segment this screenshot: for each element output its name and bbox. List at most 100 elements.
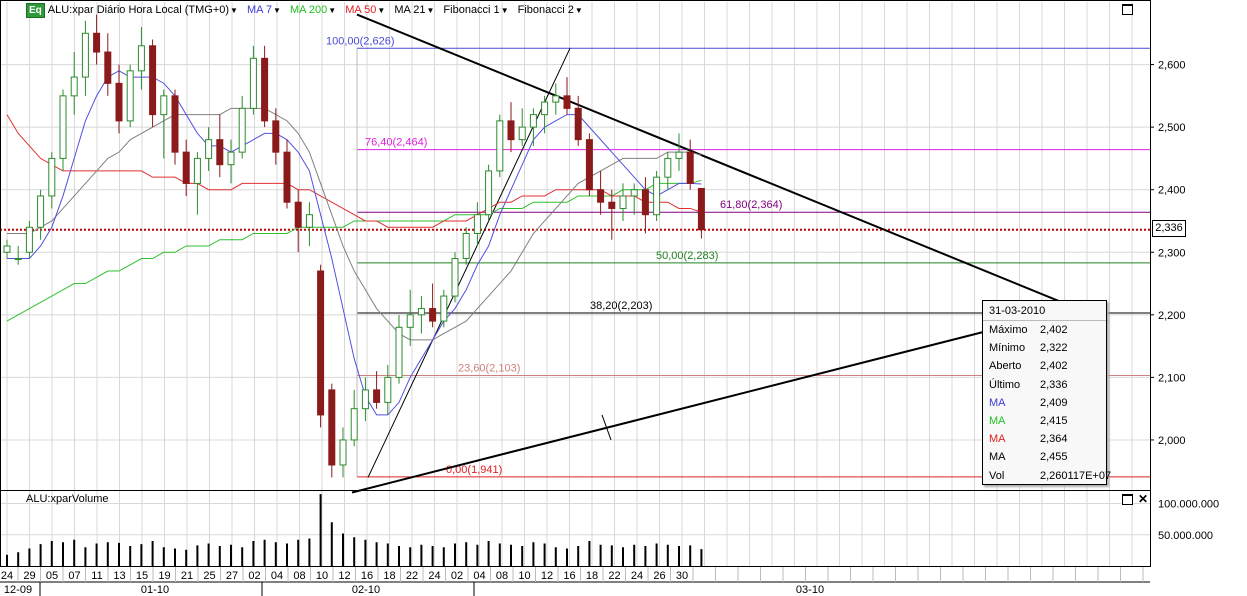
x-tick-label: 04 [271, 570, 283, 582]
maximize-volume-panel-icon[interactable] [1122, 494, 1133, 505]
candle-body [283, 151, 291, 203]
candle-body [429, 308, 437, 322]
volume-panel-title: ALU:xparVolume [26, 493, 109, 505]
x-tick-label: 27 [226, 570, 238, 582]
month-label: 03-10 [796, 584, 824, 596]
maximize-price-panel-icon[interactable] [1122, 4, 1133, 15]
x-tick-label: 25 [203, 570, 215, 582]
x-tick-label: 10 [316, 570, 328, 582]
chart-title: ALU:xpar Diário Hora Local (TMG+0) [47, 4, 230, 16]
info-value: 2,455 [1040, 451, 1068, 464]
candle-body [305, 214, 313, 228]
candle-body [384, 376, 392, 403]
chart-toolbar: Eq ALU:xpar Diário Hora Local (TMG+0)▼ M… [0, 0, 592, 20]
eq-badge[interactable]: Eq [26, 2, 45, 18]
fib-level-label: 38,20(2,203) [590, 300, 652, 312]
info-value: 2,364 [1040, 433, 1068, 446]
info-row: Vol 2,260117E+07 [989, 468, 1111, 484]
y-tick-label: 2,300 [1158, 247, 1186, 259]
dropdown-caret-icon: ▼ [230, 6, 238, 15]
small-marker-line [601, 414, 612, 441]
candle-body [81, 32, 89, 78]
candle-body [686, 151, 694, 184]
indicator-5[interactable]: Fibonacci 2▼ [518, 4, 583, 16]
candle-body [115, 82, 123, 122]
candle-body [238, 107, 246, 153]
dropdown-caret-icon: ▼ [273, 6, 281, 15]
candle-body [339, 439, 347, 466]
x-tick-label: 24 [1, 570, 13, 582]
candle-body [193, 157, 201, 184]
candle-body [440, 295, 448, 322]
fib-level-label: 61,80(2,364) [720, 199, 782, 211]
candle-body [608, 201, 616, 209]
candle-body [182, 151, 190, 184]
candle-body [227, 151, 235, 166]
indicator-label: MA 21 [394, 4, 426, 16]
x-tick-label: 02 [451, 570, 463, 582]
candle-body [406, 314, 414, 328]
y-tick-label: 2,600 [1158, 60, 1186, 72]
candle-body [261, 57, 269, 122]
candle-body [328, 389, 336, 466]
indicator-1[interactable]: MA 200▼ [290, 4, 336, 16]
indicator-list: MA 7▼ MA 200▼ MA 50▼ MA 21▼ Fibonacci 1▼ Fibo… [247, 4, 592, 16]
ma50-line [6, 114, 702, 228]
indicator-label: MA 50 [345, 4, 377, 16]
candle-body [597, 189, 605, 203]
candle-body [205, 139, 213, 159]
month-label: 12-09 [4, 584, 32, 596]
uptrend-line [351, 301, 1101, 494]
dropdown-caret-icon: ▼ [328, 6, 337, 15]
volume-tick-label: 100.000.000 [1158, 499, 1219, 511]
info-value: 2,402 [1040, 360, 1068, 373]
fib-level-label: 23,60(2,103) [458, 363, 520, 375]
candle-body [14, 258, 22, 261]
info-value: 2,409 [1040, 396, 1068, 409]
candle-body [574, 107, 582, 141]
x-tick-label: 02 [248, 570, 260, 582]
indicator-0[interactable]: MA 7▼ [247, 4, 281, 16]
x-tick-label: 07 [68, 570, 80, 582]
indicator-label: Fibonacci 1 [443, 4, 500, 16]
candle-body [216, 139, 224, 166]
candle-body [104, 51, 112, 84]
info-label: MA [989, 451, 1006, 464]
x-tick-label: 26 [653, 570, 665, 582]
x-tick-label: 15 [136, 570, 148, 582]
info-value: 2,336 [1040, 378, 1068, 391]
indicator-2[interactable]: MA 50▼ [345, 4, 385, 16]
fib-level-label: 100,00(2,626) [326, 35, 395, 47]
info-row: MA 2,455 [989, 449, 1104, 465]
info-row: Mínimo 2,322 [989, 340, 1104, 356]
indicator-3[interactable]: MA 21▼ [394, 4, 434, 16]
info-row: Máximo 2,402 [989, 322, 1104, 338]
ma21-line [7, 107, 702, 341]
candle-body [93, 32, 101, 53]
candle-body [48, 157, 56, 197]
info-label: MA [989, 433, 1006, 446]
fib-level-label: 0,00(1,941) [446, 464, 502, 476]
candle-body [25, 226, 33, 253]
x-tick-label: 21 [181, 570, 193, 582]
chart-title-dropdown[interactable]: ALU:xpar Diário Hora Local (TMG+0)▼ [48, 4, 238, 16]
y-tick-label: 2,400 [1158, 185, 1186, 197]
indicator-label: Fibonacci 2 [517, 4, 574, 16]
x-tick-label: 16 [361, 570, 373, 582]
volume-tick-label: 50.000.000 [1158, 530, 1213, 542]
indicator-4[interactable]: Fibonacci 1▼ [443, 4, 508, 16]
candle-body [451, 258, 459, 297]
candle-body [585, 139, 593, 191]
info-label: Mínimo [989, 342, 1026, 355]
month-label: 01-10 [141, 584, 169, 596]
candle-body [619, 195, 627, 209]
info-row: Último 2,336 [989, 377, 1104, 393]
x-tick-label: 05 [46, 570, 58, 582]
candle-body [507, 120, 515, 141]
x-tick-label: 13 [113, 570, 125, 582]
close-volume-panel-icon[interactable]: ✕ [1138, 492, 1149, 506]
info-row: MA 2,415 [989, 413, 1104, 429]
info-label: Último [989, 378, 1021, 391]
candle-body [373, 389, 381, 403]
